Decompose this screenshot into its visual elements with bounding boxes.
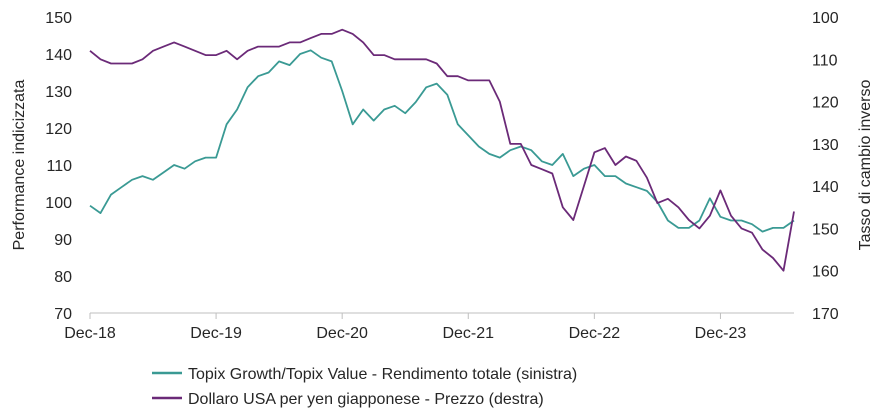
y-left-tick-label: 80 <box>54 269 72 286</box>
series-line-usd-jpy <box>89 28 795 272</box>
y-left-axis-title: Performance indicizzata <box>11 80 28 251</box>
x-tick-label: Dec-19 <box>190 325 242 342</box>
y-left-tick-label: 70 <box>54 306 72 323</box>
y-right-tick-label: 120 <box>812 95 839 112</box>
y-right-axis: 100 110 120 130 140 150 160 170 <box>812 10 839 323</box>
y-right-tick-label: 140 <box>812 179 839 196</box>
legend-label-growth-value: Topix Growth/Topix Value - Rendimento to… <box>188 366 577 383</box>
y-right-tick-label: 100 <box>812 10 839 27</box>
y-left-tick-label: 100 <box>45 195 72 212</box>
y-right-axis-title: Tasso di cambio inverso <box>857 80 874 251</box>
y-left-tick-label: 130 <box>45 84 72 101</box>
y-left-axis: 70 80 90 100 110 120 130 140 150 <box>45 10 72 323</box>
series-line-growth-value <box>89 49 795 233</box>
y-left-tick-label: 140 <box>45 47 72 64</box>
legend-item-usd-jpy: Dollaro USA per yen giapponese - Prezzo … <box>152 391 544 408</box>
x-tick-group: Dec-18 Dec-19 Dec-20 Dec-21 Dec-22 Dec-23 <box>64 313 746 342</box>
y-left-tick-label: 120 <box>45 121 72 138</box>
x-tick-label: Dec-23 <box>695 325 747 342</box>
y-right-tick-label: 150 <box>812 221 839 238</box>
x-tick-label: Dec-22 <box>569 325 621 342</box>
legend-item-growth-value: Topix Growth/Topix Value - Rendimento to… <box>152 366 577 383</box>
y-right-tick-label: 160 <box>812 264 839 281</box>
y-right-tick-label: 130 <box>812 137 839 154</box>
x-tick-label: Dec-21 <box>442 325 494 342</box>
y-left-tick-label: 90 <box>54 232 72 249</box>
legend-label-usd-jpy: Dollaro USA per yen giapponese - Prezzo … <box>188 391 544 408</box>
y-left-tick-label: 110 <box>46 158 72 175</box>
legend: Topix Growth/Topix Value - Rendimento to… <box>152 366 577 408</box>
x-axis: Dec-18 Dec-19 Dec-20 Dec-21 Dec-22 Dec-23 <box>64 312 794 342</box>
y-right-tick-label: 110 <box>812 52 838 69</box>
y-right-tick-label: 170 <box>812 306 839 323</box>
y-left-tick-label: 150 <box>45 10 72 27</box>
x-tick-label: Dec-20 <box>316 325 368 342</box>
x-tick-label: Dec-18 <box>64 325 116 342</box>
